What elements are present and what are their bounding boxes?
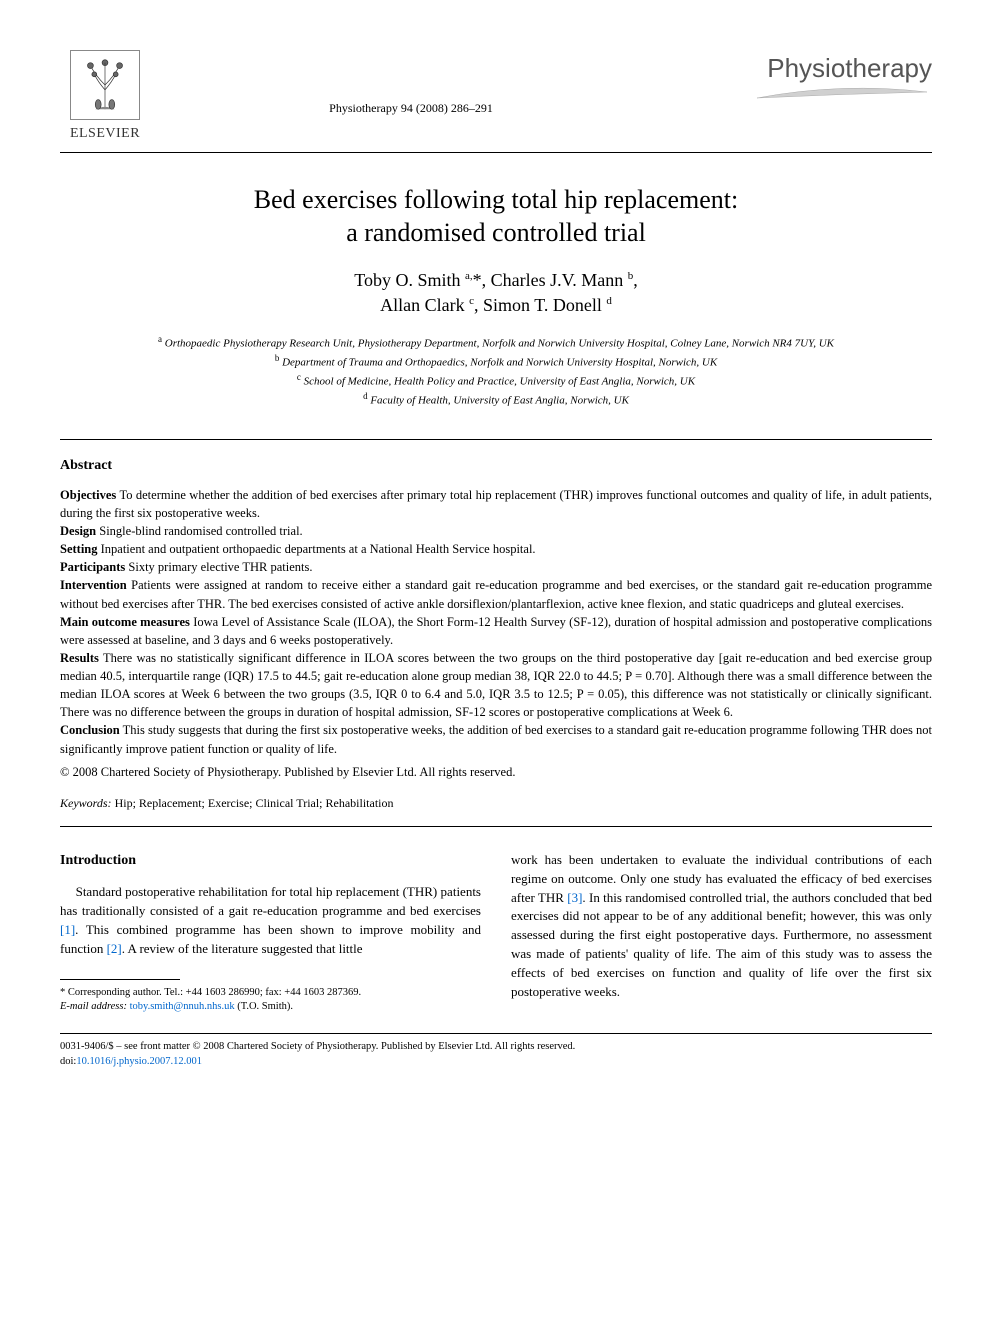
header-divider xyxy=(60,152,932,153)
intro-paragraph-right: work has been undertaken to evaluate the… xyxy=(511,851,932,1002)
intro-paragraph-left: Standard postoperative rehabilitation fo… xyxy=(60,883,481,958)
corresponding-footnote: * Corresponding author. Tel.: +44 1603 2… xyxy=(60,986,481,1015)
footer-doi-line: doi:10.1016/j.physio.2007.12.001 xyxy=(60,1055,932,1070)
journal-name: Physiotherapy xyxy=(767,50,932,86)
journal-reference: Physiotherapy 94 (2008) 286–291 xyxy=(150,50,672,117)
abstract-item: Setting Inpatient and outpatient orthopa… xyxy=(60,540,932,558)
abstract-heading: Abstract xyxy=(60,456,932,476)
email-label: E-mail address: xyxy=(60,1001,127,1012)
column-right: work has been undertaken to evaluate the… xyxy=(511,851,932,1015)
abstract-item: Intervention Patients were assigned at r… xyxy=(60,576,932,612)
affiliations-list: a Orthopaedic Physiotherapy Research Uni… xyxy=(60,333,932,410)
abstract-top-divider xyxy=(60,439,932,440)
page-header: ELSEVIER Physiotherapy 94 (2008) 286–291… xyxy=(60,50,932,144)
footnote-divider xyxy=(60,979,180,980)
elsevier-tree-icon xyxy=(70,50,140,120)
abstract-item: Results There was no statistically signi… xyxy=(60,649,932,722)
abstract-item: Conclusion This study suggests that duri… xyxy=(60,721,932,757)
affiliation-line: c School of Medicine, Health Policy and … xyxy=(60,371,932,390)
title-line-1: Bed exercises following total hip replac… xyxy=(254,185,738,214)
footer-copyright: 0031-9406/$ – see front matter © 2008 Ch… xyxy=(60,1040,932,1055)
email-line: E-mail address: toby.smith@nnuh.nhs.uk (… xyxy=(60,1000,481,1015)
body-columns: Introduction Standard postoperative reha… xyxy=(60,851,932,1015)
doi-link[interactable]: 10.1016/j.physio.2007.12.001 xyxy=(76,1056,202,1067)
email-link[interactable]: toby.smith@nnuh.nhs.uk xyxy=(130,1001,235,1012)
keywords-text: Hip; Replacement; Exercise; Clinical Tri… xyxy=(112,796,394,810)
article-title: Bed exercises following total hip replac… xyxy=(60,183,932,251)
intro-heading: Introduction xyxy=(60,851,481,871)
abstract-body: Objectives To determine whether the addi… xyxy=(60,486,932,758)
title-line-2: a randomised controlled trial xyxy=(346,218,646,247)
publisher-logo-block: ELSEVIER xyxy=(60,50,150,144)
keywords-label: Keywords: xyxy=(60,796,112,810)
abstract-item: Participants Sixty primary elective THR … xyxy=(60,558,932,576)
keywords-line: Keywords: Hip; Replacement; Exercise; Cl… xyxy=(60,795,932,812)
authors-list: Toby O. Smith a,*, Charles J.V. Mann b,A… xyxy=(60,268,932,318)
journal-logo-block: Physiotherapy xyxy=(672,50,932,110)
abstract-bottom-divider xyxy=(60,826,932,827)
footer-divider xyxy=(60,1033,932,1034)
column-left: Introduction Standard postoperative reha… xyxy=(60,851,481,1015)
affiliation-line: a Orthopaedic Physiotherapy Research Uni… xyxy=(60,333,932,352)
abstract-item: Objectives To determine whether the addi… xyxy=(60,486,932,522)
abstract-item: Design Single-blind randomised controlle… xyxy=(60,522,932,540)
corresponding-line: * Corresponding author. Tel.: +44 1603 2… xyxy=(60,986,481,1001)
abstract-copyright: © 2008 Chartered Society of Physiotherap… xyxy=(60,764,932,782)
footer-text: 0031-9406/$ – see front matter © 2008 Ch… xyxy=(60,1040,932,1069)
email-suffix: (T.O. Smith). xyxy=(235,1001,293,1012)
abstract-item: Main outcome measures Iowa Level of Assi… xyxy=(60,613,932,649)
affiliation-line: b Department of Trauma and Orthopaedics,… xyxy=(60,352,932,371)
doi-label: doi: xyxy=(60,1056,76,1067)
affiliation-line: d Faculty of Health, University of East … xyxy=(60,390,932,409)
publisher-label: ELSEVIER xyxy=(70,124,140,144)
